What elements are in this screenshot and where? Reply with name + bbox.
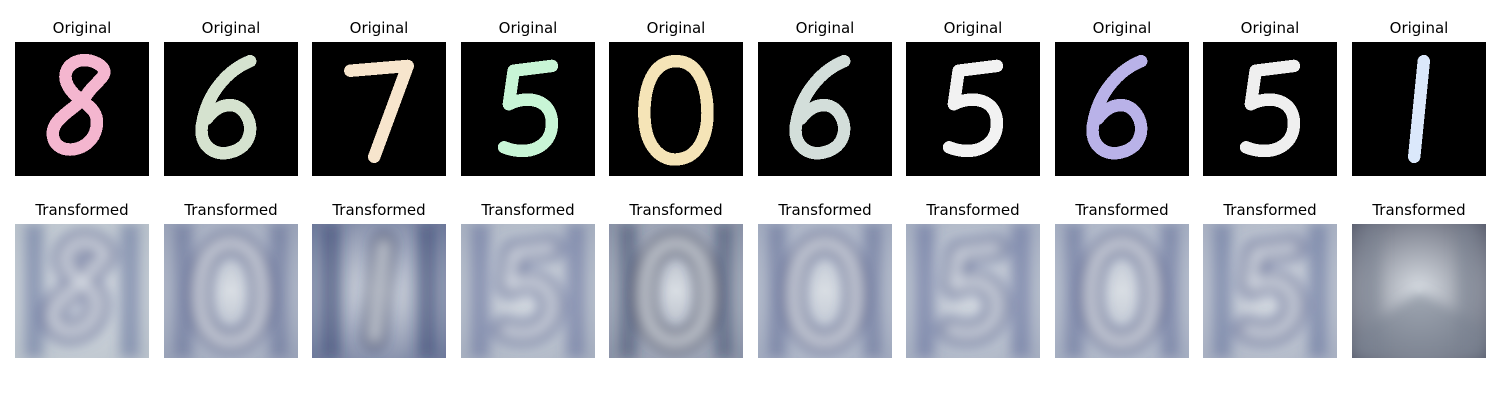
- transformed-row: Transformed Transformed Transformed Transfo…: [0, 200, 1500, 360]
- transformed-cell: Transformed: [758, 200, 892, 360]
- original-caption: Original: [795, 19, 855, 37]
- transformed-caption: Transformed: [184, 201, 278, 219]
- transformed-cell: Transformed: [15, 200, 149, 360]
- original-caption: Original: [1092, 19, 1152, 37]
- original-digit-image: [15, 42, 149, 176]
- transformed-cell: Transformed: [164, 200, 298, 360]
- transformed-digit-image: [1055, 224, 1189, 358]
- original-caption: Original: [349, 19, 409, 37]
- transformed-digit-image: [312, 224, 446, 358]
- digit-stroke: [638, 54, 714, 166]
- original-caption: Original: [646, 19, 706, 37]
- original-digit-image: [164, 42, 298, 176]
- original-cell: Original: [906, 18, 1040, 178]
- transformed-caption: Transformed: [926, 201, 1020, 219]
- original-cell: Original: [758, 18, 892, 178]
- transformed-caption: Transformed: [481, 201, 575, 219]
- transformed-cell: Transformed: [609, 200, 743, 360]
- original-cell: Original: [609, 18, 743, 178]
- original-cell: Original: [312, 18, 446, 178]
- original-caption: Original: [943, 19, 1003, 37]
- digit-stroke: [1086, 54, 1148, 160]
- original-digit-image: [1203, 42, 1337, 176]
- transformed-cell: Transformed: [461, 200, 595, 360]
- digit-stroke: [497, 59, 559, 158]
- transformed-cell: Transformed: [312, 200, 446, 360]
- digit-stroke: [789, 54, 851, 160]
- digit-stroke: [1239, 59, 1301, 158]
- transformed-caption: Transformed: [1223, 201, 1317, 219]
- digit-stroke: [344, 59, 414, 164]
- original-cell: Original: [1352, 18, 1486, 178]
- transformed-caption: Transformed: [778, 201, 872, 219]
- original-digit-image: [1055, 42, 1189, 176]
- original-digit-image: [461, 42, 595, 176]
- transformed-cell: Transformed: [906, 200, 1040, 360]
- original-row: Original Original Original Original Original…: [0, 18, 1500, 178]
- transformed-caption: Transformed: [35, 201, 129, 219]
- transformed-digit-image: [1352, 224, 1486, 358]
- digit-stroke: [46, 54, 111, 156]
- original-caption: Original: [201, 19, 261, 37]
- original-digit-image: [609, 42, 743, 176]
- transformed-digit-image: [1203, 224, 1337, 358]
- original-cell: Original: [15, 18, 149, 178]
- transformed-digit-image: [15, 224, 149, 358]
- digit-stroke: [195, 54, 257, 160]
- transformed-digit-image: [906, 224, 1040, 358]
- original-cell: Original: [1203, 18, 1337, 178]
- transformed-cell: Transformed: [1203, 200, 1337, 360]
- original-digit-image: [312, 42, 446, 176]
- transformed-digit-image: [164, 224, 298, 358]
- transformed-cell: Transformed: [1055, 200, 1189, 360]
- transformed-caption: Transformed: [1372, 201, 1466, 219]
- original-caption: Original: [52, 19, 112, 37]
- original-cell: Original: [461, 18, 595, 178]
- digit-stroke: [942, 59, 1004, 158]
- original-caption: Original: [1389, 19, 1449, 37]
- original-digit-image: [758, 42, 892, 176]
- original-caption: Original: [1240, 19, 1300, 37]
- transformed-cell: Transformed: [1352, 200, 1486, 360]
- original-cell: Original: [1055, 18, 1189, 178]
- original-digit-image: [906, 42, 1040, 176]
- transformed-digit-image: [609, 224, 743, 358]
- original-cell: Original: [164, 18, 298, 178]
- transformed-digit-image: [758, 224, 892, 358]
- original-digit-image: [1352, 42, 1486, 176]
- transformed-caption: Transformed: [629, 201, 723, 219]
- original-caption: Original: [498, 19, 558, 37]
- transformed-digit-image: [461, 224, 595, 358]
- transformed-caption: Transformed: [332, 201, 426, 219]
- digit-stroke: [1407, 54, 1431, 164]
- transformed-caption: Transformed: [1075, 201, 1169, 219]
